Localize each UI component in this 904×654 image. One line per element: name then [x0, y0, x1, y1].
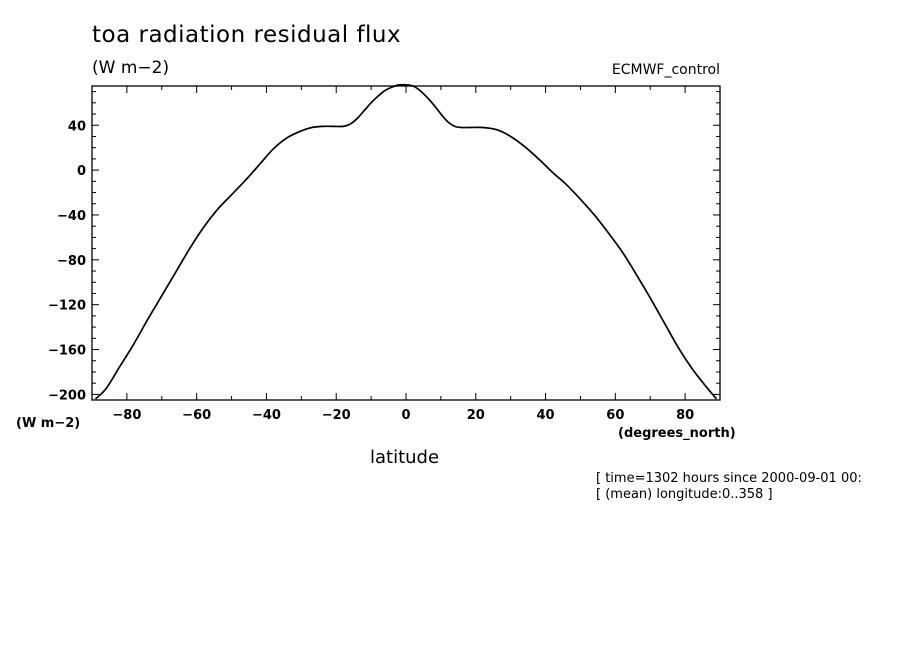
x-tick-label: 0	[401, 408, 410, 423]
x-tick-label: −80	[112, 408, 141, 423]
x-tick-label: 40	[537, 408, 555, 423]
x-tick-label: −60	[182, 408, 211, 423]
x-tick-label: 80	[676, 408, 694, 423]
x-tick-label: −20	[322, 408, 351, 423]
y-axis-units: (W m−2)	[16, 416, 81, 431]
y-tick-label: 0	[77, 164, 86, 179]
longitude-info: [ (mean) longitude:0..358 ]	[596, 487, 773, 502]
time-info: [ time=1302 hours since 2000-09-01 00:	[596, 471, 862, 486]
axes	[91, 85, 721, 401]
x-tick-label: 60	[606, 408, 624, 423]
series-line	[94, 83, 718, 400]
y-tick-label: −40	[57, 209, 86, 224]
ticks	[92, 86, 720, 400]
x-axis-label: latitude	[370, 447, 440, 468]
x-tick-label: 20	[467, 408, 485, 423]
x-axis-units: (degrees_north)	[618, 426, 736, 441]
y-tick-label: −200	[48, 388, 86, 403]
run-label: ECMWF_control	[611, 62, 720, 78]
plot-frame	[91, 85, 721, 401]
series-layer	[94, 83, 718, 400]
tick-labels: −80 −60 −40 −20 0 20 40 60 80400−40−80−120−160−2…	[48, 119, 694, 423]
y-tick-label: 40	[68, 119, 86, 134]
y-tick-label: −120	[48, 299, 86, 314]
chart-title: toa radiation residual flux	[92, 22, 402, 48]
y-tick-label: −160	[48, 344, 86, 359]
title-units: (W m−2)	[92, 58, 170, 78]
x-tick-label: −40	[252, 408, 281, 423]
y-tick-label: −80	[57, 254, 86, 269]
